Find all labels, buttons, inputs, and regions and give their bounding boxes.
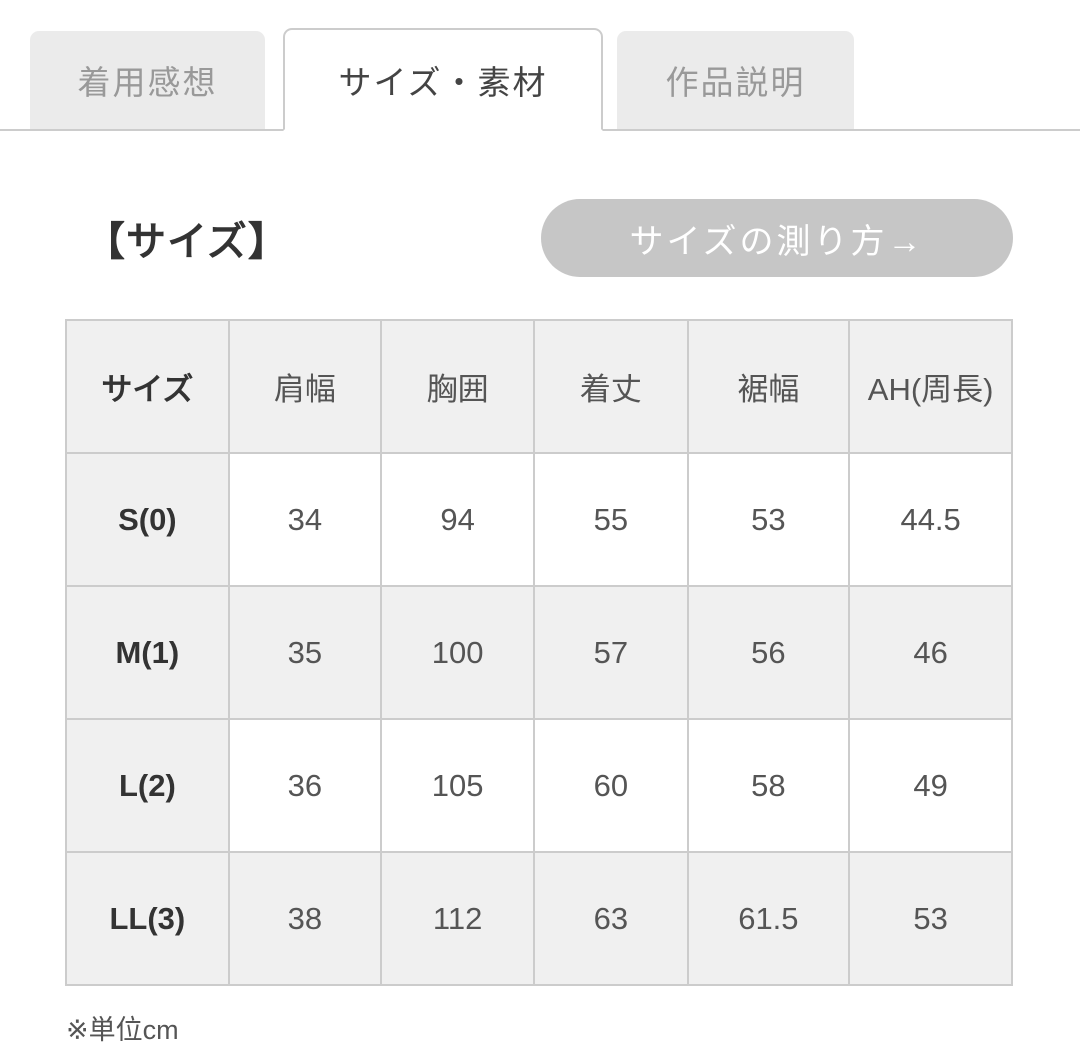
cell-armhole: 53 [848,851,1013,986]
tab-item-description[interactable]: 作品説明 [617,31,854,129]
cell-armhole: 49 [848,718,1013,853]
tab-wearing-impressions[interactable]: 着用感想 [30,31,265,129]
how-to-measure-button[interactable]: サイズの測り方→ [541,199,1013,277]
size-section-header: 【サイズ】 サイズの測り方→ [85,199,1013,277]
row-header-size: L(2) [65,718,230,853]
size-chart-table: サイズ 肩幅 胸囲 着丈 裾幅 AH(周長) S(0) 34 94 55 53 … [65,319,1013,986]
column-header-shoulder-width: 肩幅 [227,319,383,454]
tab-bar: 着用感想 サイズ・素材 作品説明 [0,0,1080,131]
table-row-s: S(0) 34 94 55 53 44.5 [65,452,1013,587]
tab-label: サイズ・素材 [338,63,548,101]
row-header-size: LL(3) [65,851,230,986]
column-header-armhole: AH(周長) [848,319,1013,454]
cell-chest: 94 [379,452,536,587]
cell-chest: 100 [379,585,536,720]
row-header-size: M(1) [65,585,230,720]
cell-hem-width: 58 [686,718,851,853]
table-row-l: L(2) 36 105 60 58 49 [65,718,1013,853]
tab-label: 作品説明 [665,64,806,101]
table-row-m: M(1) 35 100 57 56 46 [65,585,1013,720]
cell-shoulder-width: 38 [227,851,383,986]
column-header-chest: 胸囲 [379,319,536,454]
unit-footnote: ※単位cm [66,1015,179,1045]
cell-shoulder-width: 34 [227,452,383,587]
cell-shoulder-width: 35 [227,585,383,720]
cell-armhole: 46 [848,585,1013,720]
size-section-title: 【サイズ】 [85,220,289,264]
column-header-length: 着丈 [533,319,689,454]
table-header-row: サイズ 肩幅 胸囲 着丈 裾幅 AH(周長) [65,319,1013,454]
cell-chest: 112 [379,851,536,986]
cell-chest: 105 [379,718,536,853]
column-header-size: サイズ [65,319,230,454]
column-header-hem-width: 裾幅 [686,319,851,454]
table-row-ll: LL(3) 38 112 63 61.5 53 [65,851,1013,986]
cell-hem-width: 53 [686,452,851,587]
cell-length: 60 [533,718,689,853]
cell-hem-width: 56 [686,585,851,720]
tab-size-material[interactable]: サイズ・素材 [283,28,603,131]
tab-label: 着用感想 [77,64,218,101]
cell-length: 55 [533,452,689,587]
cell-hem-width: 61.5 [686,851,851,986]
cell-shoulder-width: 36 [227,718,383,853]
cell-length: 63 [533,851,689,986]
row-header-size: S(0) [65,452,230,587]
cell-length: 57 [533,585,689,720]
cell-armhole: 44.5 [848,452,1013,587]
